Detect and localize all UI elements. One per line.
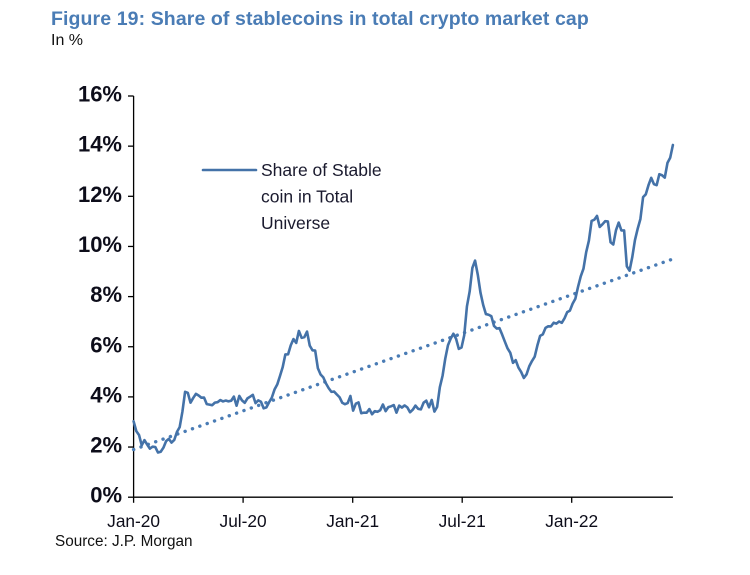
svg-text:Universe: Universe	[261, 213, 330, 233]
svg-text:Jul-21: Jul-21	[439, 511, 486, 531]
svg-text:10%: 10%	[78, 232, 122, 257]
svg-text:Jan-20: Jan-20	[107, 511, 160, 531]
svg-text:Jan-21: Jan-21	[326, 511, 379, 531]
svg-text:Jul-20: Jul-20	[220, 511, 267, 531]
svg-text:coin in Total: coin in Total	[261, 187, 353, 207]
svg-text:16%: 16%	[78, 82, 122, 107]
svg-text:0%: 0%	[90, 483, 122, 508]
svg-text:6%: 6%	[90, 332, 122, 357]
svg-text:Share of Stable: Share of Stable	[261, 160, 382, 180]
svg-text:12%: 12%	[78, 182, 122, 207]
svg-text:4%: 4%	[90, 382, 122, 407]
svg-text:Jan-22: Jan-22	[545, 511, 598, 531]
svg-text:2%: 2%	[90, 433, 122, 458]
svg-text:8%: 8%	[90, 282, 122, 307]
svg-text:14%: 14%	[78, 132, 122, 157]
